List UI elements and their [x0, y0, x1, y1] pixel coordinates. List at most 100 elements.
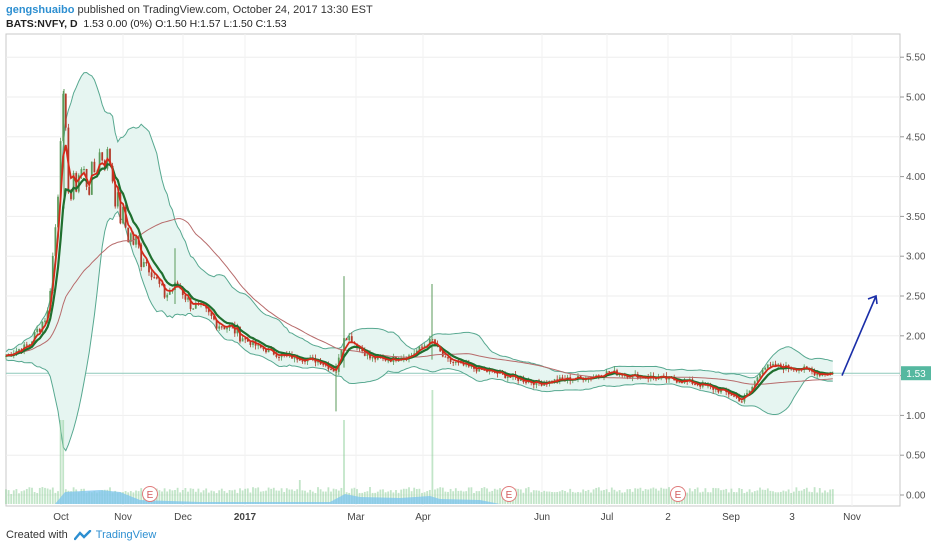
volume-bar [556, 491, 559, 504]
volume-bar [735, 492, 738, 504]
candle-body [759, 373, 761, 378]
candle-body [207, 308, 210, 313]
volume-bar [408, 487, 410, 504]
candle-body [148, 263, 150, 273]
candle-body [746, 392, 748, 397]
volume-bar [603, 489, 605, 504]
volume-bar [582, 489, 585, 504]
candle-body [748, 390, 751, 393]
volume-bar [597, 487, 600, 504]
volume-bar [12, 490, 15, 504]
volume-bar [519, 489, 522, 504]
volume-bar [49, 489, 52, 504]
tradingview-brand-link[interactable]: TradingView [95, 529, 157, 541]
volume-bar [774, 492, 777, 504]
volume-bar [252, 487, 254, 504]
candle-body [298, 359, 301, 361]
last-price-value: 1.53 [906, 369, 926, 380]
candle-body [72, 173, 75, 200]
volume-bar [540, 492, 543, 504]
volume-bar [743, 492, 746, 504]
volume-bar [369, 487, 371, 504]
volume-bar [415, 489, 418, 504]
volume-bar [197, 488, 200, 504]
candle-body [153, 277, 156, 279]
volume-bar [228, 490, 231, 504]
volume-bar [569, 488, 572, 504]
volume-bar [137, 491, 140, 504]
candle-body [751, 386, 754, 391]
volume-bar [431, 390, 434, 504]
volume-bar [764, 489, 767, 504]
volume-bar [189, 488, 192, 504]
volume-bar [28, 487, 31, 504]
ema-red [5, 144, 833, 401]
volume-bar [639, 487, 642, 504]
candle-body [434, 339, 436, 345]
x-tick-label: Apr [415, 512, 431, 523]
volume-bar [491, 490, 494, 504]
candle-body [764, 367, 767, 370]
candle-body [330, 369, 332, 371]
volume-bar [605, 489, 608, 504]
candle-body [127, 227, 130, 242]
volume-bar [688, 488, 691, 504]
candle-body [57, 196, 59, 228]
y-tick-label: 0.50 [906, 451, 926, 462]
candle-body [457, 361, 460, 363]
x-tick-label: 2 [665, 512, 671, 523]
volume-bar [262, 491, 265, 504]
candle-body [18, 349, 20, 351]
candle-body [70, 192, 72, 200]
volume-bar [499, 488, 501, 504]
volume-bar [288, 489, 291, 504]
candle-body [696, 384, 699, 386]
candle-body [478, 366, 481, 372]
volume-bar [548, 491, 551, 504]
volume-bar [231, 490, 234, 504]
volume-bar [665, 488, 668, 504]
volume-bar [304, 490, 306, 504]
volume-bar [44, 487, 46, 504]
volume-bar [330, 491, 332, 504]
candle-body [720, 389, 722, 393]
arrow-head [867, 294, 878, 305]
candle-body [483, 369, 486, 371]
volume-bar [660, 487, 663, 504]
volume-bar [447, 491, 449, 504]
x-tick-label: Sep [722, 512, 740, 523]
author-link[interactable]: gengshuaibo [6, 4, 75, 16]
candle-body [220, 326, 223, 328]
volume-bar [405, 488, 408, 504]
volume-bar [655, 488, 657, 504]
volume-bar [168, 489, 171, 504]
last-price-badge [901, 366, 931, 381]
candle-body [517, 377, 520, 382]
candle-body [33, 332, 36, 342]
volume-average [6, 490, 500, 504]
candle-body [168, 291, 171, 295]
volume-bar [59, 420, 62, 504]
volume-bar [790, 492, 793, 504]
candle-body [163, 284, 166, 298]
volume-bar [202, 490, 205, 504]
candle-body [41, 321, 44, 332]
volume-bar [613, 489, 616, 504]
candle-body [192, 308, 195, 310]
volume-bar [278, 490, 280, 504]
volume-bar [171, 490, 174, 504]
volume-bar [272, 487, 275, 504]
candle-body [387, 360, 390, 362]
volume-bar [725, 488, 728, 504]
volume-bar [184, 488, 187, 504]
volume-bar [462, 491, 465, 504]
volume-bar [652, 487, 655, 504]
candle-body [428, 339, 431, 346]
candle-body [717, 388, 720, 393]
candle-body [119, 192, 122, 224]
volume-bar [696, 487, 699, 504]
volume-bar [642, 490, 644, 504]
candle-body [109, 149, 111, 166]
earnings-marker-circle [142, 486, 158, 502]
